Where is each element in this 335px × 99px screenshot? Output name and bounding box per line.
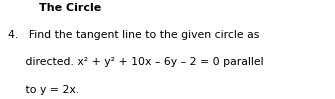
- Text: The Circle: The Circle: [39, 3, 101, 13]
- Text: directed. x² + y² + 10x – 6y – 2 = 0 parallel: directed. x² + y² + 10x – 6y – 2 = 0 par…: [8, 57, 264, 67]
- Text: 4.   Find the tangent line to the given circle as: 4. Find the tangent line to the given ci…: [8, 30, 260, 40]
- Text: to y = 2x.: to y = 2x.: [8, 85, 79, 95]
